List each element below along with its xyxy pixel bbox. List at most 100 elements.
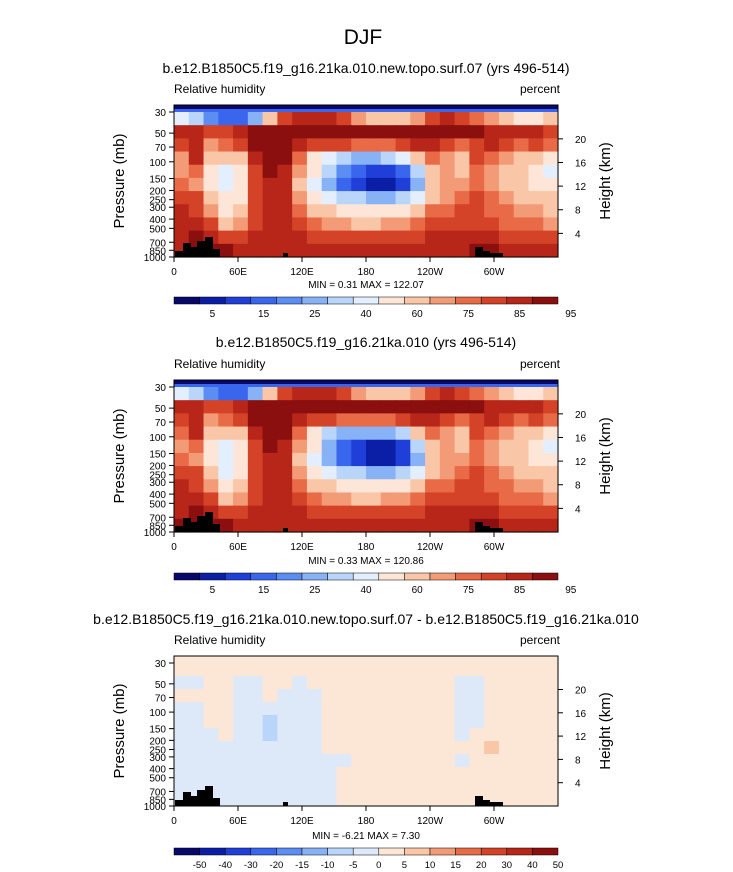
heatmap-cell	[262, 439, 278, 454]
heatmap-cell	[425, 439, 441, 454]
heatmap-cell	[188, 177, 205, 192]
heatmap-cell	[395, 230, 411, 245]
heatmap-cell	[174, 702, 190, 716]
heatmap-cell	[174, 479, 190, 494]
heatmap-cell	[277, 505, 293, 520]
heatmap-cell	[528, 413, 544, 428]
heatmap-cell	[469, 715, 485, 729]
colorbar-label: -40	[218, 860, 232, 871]
terrain-block	[482, 251, 490, 257]
heatmap-cell	[188, 387, 205, 401]
heatmap-cell	[439, 413, 456, 428]
heatmap-cell	[395, 479, 411, 494]
heatmap-cell	[380, 439, 397, 454]
heatmap-cell	[498, 164, 515, 179]
heatmap-cell	[188, 125, 205, 139]
heatmap-cell	[543, 466, 559, 480]
heatmap-cell	[543, 191, 559, 205]
heatmap-cell	[277, 400, 293, 414]
heatmap-cell	[203, 767, 219, 781]
heatmap-cell	[203, 715, 219, 729]
y2-tick-label: 20	[575, 410, 587, 421]
heatmap-cell	[218, 125, 234, 139]
heatmap-cell	[351, 492, 367, 507]
terrain-block	[475, 522, 483, 532]
heatmap-cell	[277, 466, 293, 480]
panel-2-right-label: percent	[520, 357, 561, 371]
heatmap-cell	[292, 466, 308, 480]
heatmap-cell	[513, 492, 530, 507]
heatmap-cell	[395, 663, 411, 677]
heatmap-cell	[351, 663, 367, 677]
heatmap-cell	[469, 780, 485, 794]
colorbar-bin	[378, 296, 405, 305]
heatmap-cell	[469, 754, 485, 768]
heatmap-cell	[454, 505, 470, 520]
heatmap-cell	[410, 518, 426, 533]
heatmap-cell	[366, 112, 382, 126]
heatmap-cell	[543, 728, 559, 742]
terrain-block	[197, 790, 205, 806]
heatmap-cell	[262, 715, 278, 729]
heatmap-cell	[439, 204, 456, 219]
heatmap-cell	[454, 230, 470, 245]
heatmap-cell	[188, 151, 205, 166]
heatmap-cell	[218, 217, 234, 232]
heatmap-cell	[233, 780, 249, 794]
heatmap-cell	[262, 125, 278, 139]
heatmap-cell	[336, 689, 352, 703]
heatmap-cell	[484, 780, 500, 794]
heatmap-cell	[306, 676, 323, 690]
heatmap-cell	[174, 689, 190, 703]
heatmap-cell	[543, 400, 559, 414]
heatmap-cell	[528, 479, 544, 494]
heatmap-cell	[174, 505, 190, 520]
heatmap-cell	[366, 518, 382, 533]
heatmap-cell	[395, 426, 411, 441]
heatmap-cell	[410, 387, 426, 401]
heatmap-cell	[174, 177, 190, 192]
heatmap-cell	[247, 492, 264, 507]
heatmap-cell	[262, 676, 278, 690]
heatmap-cell	[380, 741, 397, 755]
heatmap-cell	[484, 466, 500, 480]
heatmap-cell	[233, 728, 249, 742]
terrain-block	[190, 522, 198, 532]
y-tick-label: 1000	[144, 528, 167, 539]
heatmap-cell	[188, 413, 205, 428]
y2-tick-label: 4	[575, 229, 581, 240]
colorbar-label: 95	[565, 585, 577, 596]
heatmap-cell	[484, 702, 500, 716]
heatmap-cell	[395, 505, 411, 520]
heatmap-cell	[203, 452, 219, 467]
heatmap-cell	[366, 125, 382, 139]
heatmap-cell	[410, 112, 426, 126]
heatmap-cell	[528, 780, 544, 794]
heatmap-cell	[277, 767, 293, 781]
colorbar-label: 40	[527, 860, 538, 871]
panel-3-stats: MIN = -6.21 MAX = 7.30	[312, 831, 420, 842]
heatmap-cell	[469, 452, 485, 467]
heatmap-cell	[277, 204, 293, 219]
x-tick-label: 60W	[484, 542, 505, 553]
heatmap-cell	[366, 466, 382, 480]
heatmap-cell	[513, 780, 530, 794]
heatmap-cell	[174, 439, 190, 454]
heatmap-cell	[188, 138, 205, 153]
heatmap-cell	[351, 164, 367, 179]
heatmap-cell	[484, 112, 500, 126]
heatmap-cell	[498, 728, 515, 742]
heatmap-cell	[351, 138, 367, 153]
heatmap-cell	[425, 230, 441, 245]
heatmap-cell	[454, 151, 470, 166]
heatmap-cell	[174, 715, 190, 729]
heatmap-cell	[321, 230, 338, 245]
heatmap-cell	[336, 479, 352, 494]
heatmap-cell	[321, 479, 338, 494]
heatmap-cell	[351, 466, 367, 480]
colorbar-bin	[224, 296, 252, 305]
panel-3: b.e12.B1850C5.f19_g16.21ka.010.new.topo.…	[93, 611, 639, 871]
y-tick-label: 500	[149, 499, 166, 510]
heatmap-cell	[425, 780, 441, 794]
terrain-block	[475, 247, 483, 257]
